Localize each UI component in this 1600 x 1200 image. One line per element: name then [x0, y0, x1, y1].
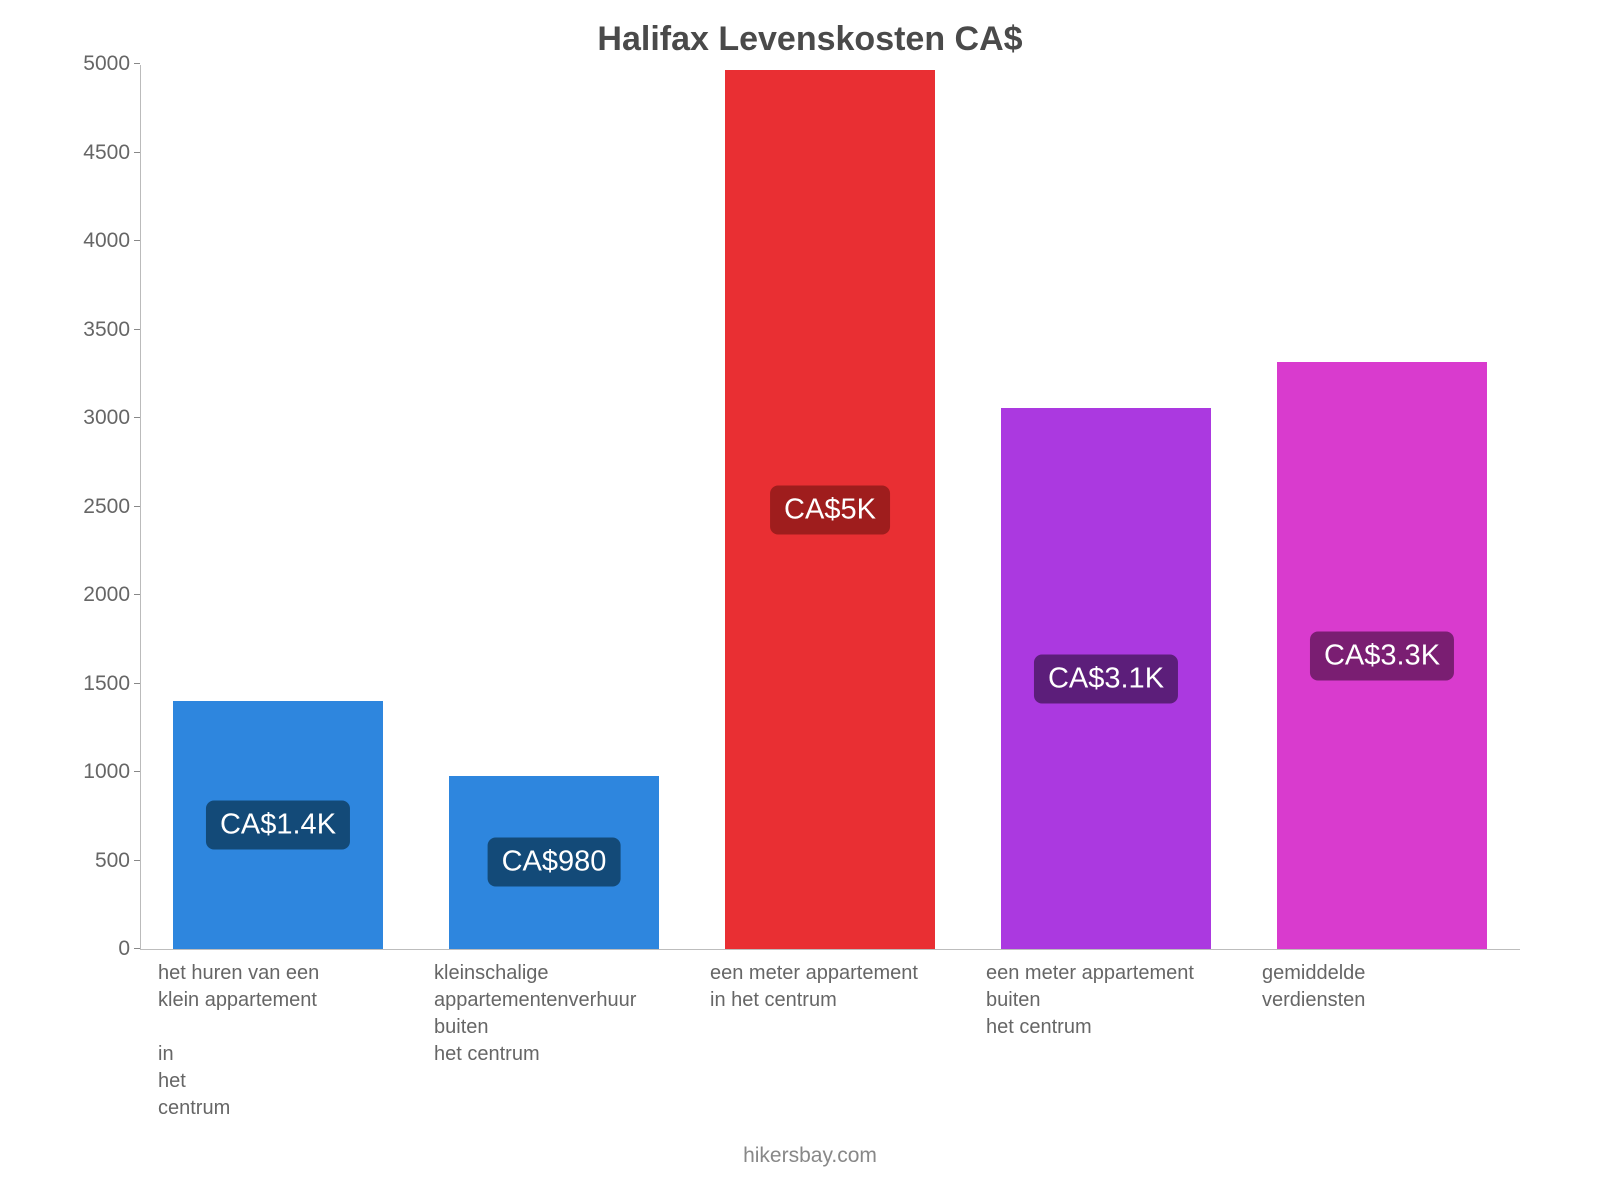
y-tick-label: 3000 — [70, 406, 130, 430]
y-tick-label: 4000 — [70, 229, 130, 253]
y-tick-label: 500 — [70, 849, 130, 873]
bar-value-label: CA$3.1K — [1034, 654, 1178, 703]
y-tick-label: 2000 — [70, 583, 130, 607]
bar-slot: CA$3.1K — [968, 65, 1244, 949]
bars-group: CA$1.4K CA$980 CA$5K CA$3.1K CA$3.3K — [140, 65, 1520, 949]
x-axis-label: gemiddelde verdiensten — [1244, 960, 1520, 1122]
plot-area: 0500100015002000250030003500400045005000… — [140, 65, 1520, 950]
bar: CA$980 — [449, 776, 659, 949]
x-axis-label: het huren van een klein appartement in h… — [140, 960, 416, 1122]
bar-slot: CA$980 — [416, 65, 692, 949]
attribution: hikersbay.com — [60, 1144, 1560, 1168]
y-tick-label: 2500 — [70, 495, 130, 519]
bar-slot: CA$1.4K — [140, 65, 416, 949]
bar-slot: CA$3.3K — [1244, 65, 1520, 949]
chart-container: Halifax Levenskosten CA$ 050010001500200… — [60, 0, 1560, 1200]
bar-value-label: CA$980 — [488, 838, 621, 887]
y-tick-label: 4500 — [70, 141, 130, 165]
bar: CA$1.4K — [173, 701, 383, 949]
x-axis-label: kleinschalige appartementenverhuur buite… — [416, 960, 692, 1122]
bar: CA$5K — [725, 70, 935, 949]
bar: CA$3.1K — [1001, 408, 1211, 949]
bar-value-label: CA$1.4K — [206, 801, 350, 850]
y-tick-label: 1500 — [70, 672, 130, 696]
y-tick-label: 0 — [70, 937, 130, 961]
x-axis-label: een meter appartement buiten het centrum — [968, 960, 1244, 1122]
chart-title: Halifax Levenskosten CA$ — [60, 0, 1560, 65]
bar-slot: CA$5K — [692, 65, 968, 949]
y-tick-mark — [134, 63, 140, 64]
bar-value-label: CA$3.3K — [1310, 631, 1454, 680]
bar: CA$3.3K — [1277, 362, 1487, 949]
y-tick-label: 1000 — [70, 760, 130, 784]
x-axis-label: een meter appartement in het centrum — [692, 960, 968, 1122]
y-tick-label: 3500 — [70, 318, 130, 342]
bar-value-label: CA$5K — [770, 485, 890, 534]
x-axis-labels: het huren van een klein appartement in h… — [140, 950, 1520, 1122]
y-tick-label: 5000 — [70, 52, 130, 76]
